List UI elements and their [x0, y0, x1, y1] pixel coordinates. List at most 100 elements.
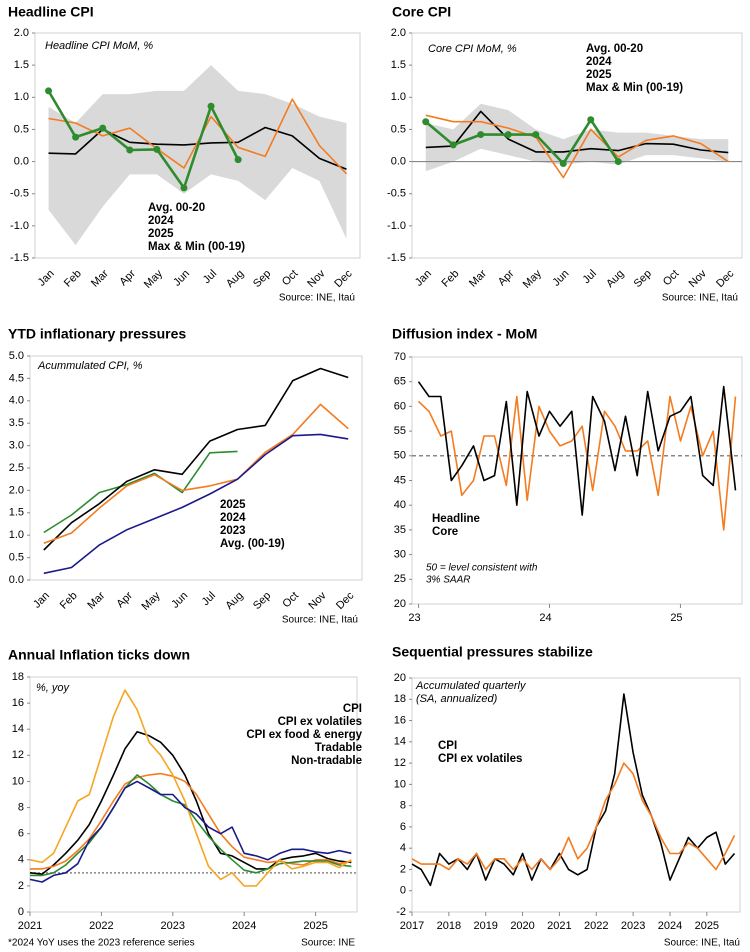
y-tick-label: 18	[394, 693, 406, 705]
y-tick-label: 1.5	[14, 59, 29, 71]
chart-panel: Diffusion index - MoM 23 24 25 20 25 30 35 40 45 5…	[392, 326, 743, 624]
y-tick-label: 55	[394, 425, 406, 437]
series-line	[417, 395, 737, 531]
y-tick-label: -1.5	[387, 252, 406, 264]
point	[422, 118, 430, 126]
x-tick-label: Sep	[632, 268, 654, 290]
y-tick-label: 20	[394, 598, 406, 610]
source: Source: INE, Itaú	[664, 938, 740, 949]
chart-title: Diffusion index - MoM	[392, 326, 537, 342]
x-tick-label: Sep	[251, 590, 273, 612]
x-tick-label: 2018	[437, 920, 461, 932]
legend-entry: CPI ex volatiles	[278, 716, 362, 728]
legend-entry: Headline	[432, 513, 480, 525]
y-tick-label: -0.5	[10, 188, 29, 200]
x-tick-label: 2017	[400, 920, 424, 932]
x-tick-label: Mar	[85, 589, 107, 611]
y-tick-label: 14	[394, 736, 406, 748]
legend-entry: 2025	[220, 499, 246, 511]
y-tick-label: 1.0	[391, 91, 406, 103]
y-tick-label: 2.0	[9, 484, 24, 496]
x-tick-label: Jan	[31, 590, 52, 611]
y-tick-label: 8	[400, 800, 406, 812]
source: Source: INE, Itaú	[662, 293, 738, 304]
series-line	[411, 693, 736, 887]
y-tick-label: 16	[394, 714, 406, 726]
chart-panel: Headline CPI Jan Feb Mar Apr May Jun Jul Aug Sep O…	[8, 4, 361, 304]
y-tick-label: 45	[394, 474, 406, 486]
y-tick-label: 10	[12, 775, 24, 787]
legend-entry: CPI	[438, 740, 457, 752]
y-tick-label: 20	[394, 672, 406, 684]
series-line	[425, 110, 729, 154]
legend-entry: 2023	[220, 525, 246, 537]
x-tick-label: 2023	[621, 920, 645, 932]
x-tick-label: 25	[670, 612, 682, 624]
point	[72, 133, 80, 141]
x-tick-label: Apr	[117, 267, 138, 288]
legend-entry: Tradable	[315, 742, 362, 754]
x-tick-label: 2025	[303, 920, 327, 932]
y-tick-label: -1.0	[10, 220, 29, 232]
x-tick-label: 2024	[658, 920, 682, 932]
x-tick-label: Jul	[580, 268, 598, 286]
series-line	[30, 774, 352, 877]
x-tick-label: Jul	[200, 590, 218, 608]
y-tick-label: 0.0	[14, 155, 29, 167]
series-line	[47, 90, 240, 190]
point	[153, 145, 161, 153]
x-tick-label: 2019	[473, 920, 497, 932]
legend-entry: CPI ex volatiles	[438, 753, 522, 765]
x-tick-label: Jan	[413, 268, 434, 289]
y-tick-label: 0	[400, 885, 406, 897]
y-tick-label: 2.0	[14, 27, 29, 39]
x-tick-label: Aug	[223, 590, 245, 612]
series-line	[424, 118, 620, 165]
y-tick-label: -2	[396, 906, 406, 918]
x-tick-label: Mar	[467, 267, 489, 289]
chart-panel: Annual Inflation ticks down 2021 2022 2023 2…	[8, 647, 363, 949]
y-tick-label: 2.0	[391, 27, 406, 39]
legend-entry: 2025	[586, 69, 612, 81]
x-tick-label: 2020	[510, 920, 534, 932]
series-line	[29, 780, 352, 883]
y-tick-label: 14	[12, 723, 24, 735]
y-tick-label: 0.0	[9, 574, 24, 586]
y-tick-label: 4.5	[9, 372, 24, 384]
y-tick-label: 60	[394, 400, 406, 412]
subtitle: Headline CPI MoM, %	[45, 40, 153, 52]
y-tick-label: 2	[18, 880, 24, 892]
point	[126, 146, 134, 154]
x-tick-label: 2024	[232, 920, 256, 932]
series-line	[29, 689, 352, 887]
y-tick-label: 0.5	[391, 123, 406, 135]
x-tick-label: Jan	[36, 268, 57, 289]
x-tick-label: 24	[539, 612, 551, 624]
series-line	[425, 114, 729, 179]
y-tick-label: 5.0	[9, 350, 24, 362]
y-tick-label: 1.0	[14, 91, 29, 103]
y-tick-label: 40	[394, 499, 406, 511]
y-tick-label: -1.5	[10, 252, 29, 264]
y-tick-label: -0.5	[387, 188, 406, 200]
y-tick-label: 35	[394, 524, 406, 536]
y-tick-label: 30	[394, 549, 406, 561]
x-tick-label: Mar	[89, 267, 111, 289]
point	[532, 131, 540, 139]
series-line	[43, 367, 349, 551]
y-tick-label: 12	[394, 757, 406, 769]
series-line	[411, 762, 736, 871]
y-tick-label: 70	[394, 351, 406, 363]
point	[504, 131, 512, 139]
legend-entry: CPI ex food & energy	[246, 729, 362, 741]
x-tick-label: May	[139, 589, 163, 613]
y-tick-label: 0.5	[9, 552, 24, 564]
y-tick-label: 16	[12, 697, 24, 709]
subtitle: Acummulated CPI, %	[37, 360, 143, 372]
series-line	[30, 772, 352, 870]
source: Source: INE, Itaú	[282, 615, 358, 626]
subtitle: (SA, annualized)	[416, 693, 498, 705]
x-tick-label: Feb	[440, 268, 462, 290]
legend-entry: Avg. 00-20	[148, 202, 205, 214]
y-tick-label: 3.0	[9, 440, 24, 452]
